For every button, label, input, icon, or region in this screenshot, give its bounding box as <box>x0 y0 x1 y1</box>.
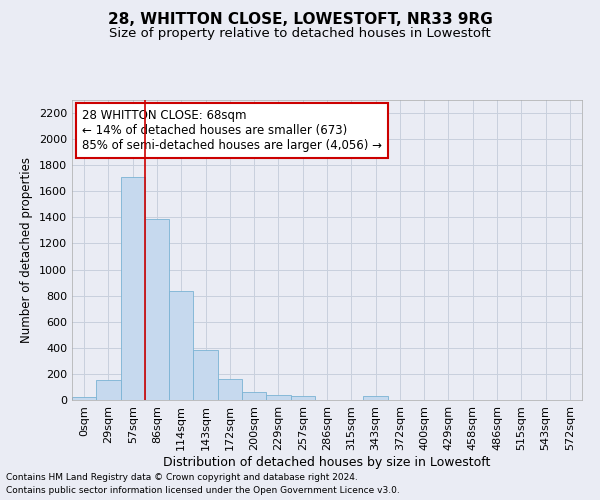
Text: Contains HM Land Registry data © Crown copyright and database right 2024.: Contains HM Land Registry data © Crown c… <box>6 474 358 482</box>
Text: 28 WHITTON CLOSE: 68sqm
← 14% of detached houses are smaller (673)
85% of semi-d: 28 WHITTON CLOSE: 68sqm ← 14% of detache… <box>82 109 382 152</box>
Bar <box>193 350 218 400</box>
Bar <box>218 379 242 400</box>
Bar <box>364 396 388 400</box>
Text: 28, WHITTON CLOSE, LOWESTOFT, NR33 9RG: 28, WHITTON CLOSE, LOWESTOFT, NR33 9RG <box>107 12 493 28</box>
Bar <box>145 218 169 400</box>
Y-axis label: Number of detached properties: Number of detached properties <box>20 157 34 343</box>
Bar <box>121 177 145 400</box>
Text: Contains public sector information licensed under the Open Government Licence v3: Contains public sector information licen… <box>6 486 400 495</box>
Text: Size of property relative to detached houses in Lowestoft: Size of property relative to detached ho… <box>109 28 491 40</box>
Bar <box>242 392 266 400</box>
Bar <box>290 396 315 400</box>
Bar <box>72 398 96 400</box>
Bar <box>266 396 290 400</box>
Bar <box>169 291 193 400</box>
X-axis label: Distribution of detached houses by size in Lowestoft: Distribution of detached houses by size … <box>163 456 491 468</box>
Bar <box>96 380 121 400</box>
